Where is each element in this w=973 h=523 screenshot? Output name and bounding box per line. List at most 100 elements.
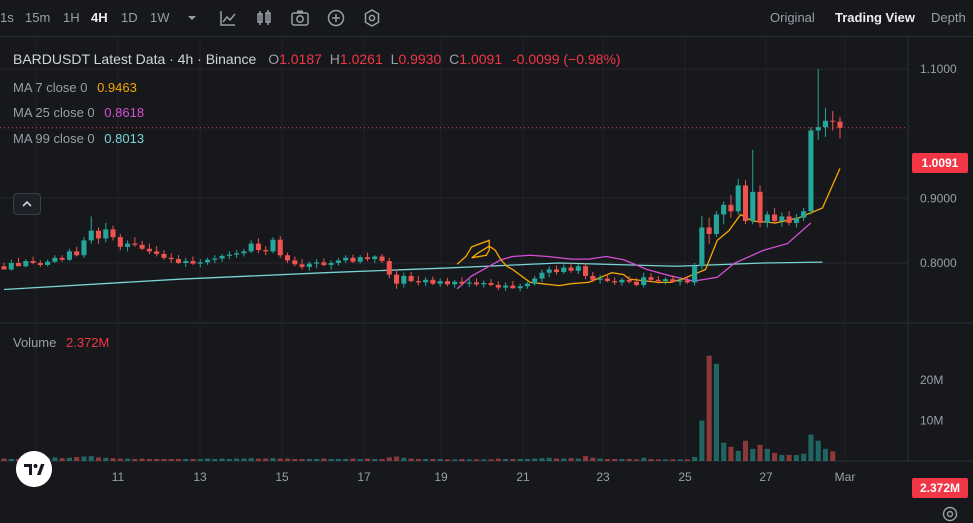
view-original[interactable]: Original (770, 10, 815, 25)
candle-body (139, 244, 145, 249)
candle-type-icon[interactable] (254, 8, 274, 28)
volume-bar (721, 442, 727, 461)
candle-body (648, 277, 654, 280)
chevron-down-icon[interactable] (182, 8, 202, 28)
candle-body (197, 262, 203, 264)
tradingview-logo (16, 451, 52, 487)
volume-value: 2.372M (66, 335, 110, 350)
low-value: 0.9930 (398, 51, 442, 67)
volume-bar (314, 458, 320, 461)
candle-body (619, 279, 625, 283)
candle-body (757, 191, 763, 223)
candle-body (510, 285, 516, 289)
settings-icon[interactable] (362, 8, 382, 28)
volume-bar (270, 458, 276, 461)
volume-bar (139, 458, 145, 461)
candle-body (8, 263, 14, 270)
candle-body (263, 250, 269, 252)
volume-bar (662, 459, 669, 461)
candle-body (66, 251, 72, 260)
volume-bar (459, 458, 465, 461)
volume-bar (568, 458, 574, 461)
volume-bar (699, 420, 705, 461)
x-tick-label: 11 (112, 470, 125, 484)
ma7-legend: MA 7 close 0 0.9463 (13, 80, 137, 95)
candle-body (234, 253, 240, 255)
volume-bar (713, 363, 719, 461)
candle-body (590, 275, 596, 280)
y-tick-label: 0.9000 (920, 191, 957, 205)
chart-settings-icon[interactable] (941, 505, 959, 523)
candle-body (597, 278, 603, 280)
candle-body (299, 264, 305, 267)
candle-body (473, 282, 480, 285)
candle-body (95, 230, 102, 239)
candle-body (88, 230, 94, 241)
timeframe-15m[interactable]: 15m (25, 10, 51, 25)
candle-body (255, 243, 261, 251)
view-depth[interactable]: Depth (931, 10, 966, 25)
timeframe-1s[interactable]: 1s (0, 10, 14, 25)
price-chart-svg[interactable]: 9111315171921232527Mar1.10000.90000.8000… (0, 37, 973, 492)
candle-body (168, 257, 174, 260)
candle-body (815, 127, 821, 131)
volume-bar (379, 458, 385, 461)
view-trading-view[interactable]: Trading View (835, 10, 915, 25)
volume-legend: Volume 2.372M (13, 335, 109, 350)
candle-body (575, 266, 581, 271)
timeframe-1h[interactable]: 1H (63, 10, 80, 25)
ma7-line (456, 168, 841, 287)
volume-bar (110, 458, 116, 461)
volume-bar (539, 458, 545, 461)
candle-body (161, 253, 167, 258)
volume-bar (604, 458, 610, 461)
candle-body (437, 281, 443, 284)
volume-bar (735, 450, 741, 461)
camera-icon[interactable] (290, 8, 310, 28)
volume-bar (212, 458, 218, 461)
timeframe-4h[interactable]: 4H (91, 10, 108, 25)
volume-bar (786, 454, 792, 461)
volume-bar (415, 458, 421, 461)
volume-bar (161, 458, 167, 461)
chart-header: BARDUSDT Latest Data · 4h · Binance O1.0… (13, 51, 621, 67)
candle-body (328, 263, 334, 265)
candle-body (793, 217, 799, 223)
candle-body (713, 214, 719, 234)
volume-bar (590, 457, 596, 461)
candle-body (74, 251, 80, 256)
candle-body (721, 204, 727, 215)
candle-body (226, 254, 232, 256)
volume-bar (692, 456, 698, 461)
volume-bar (488, 459, 494, 461)
candle-body (692, 266, 698, 283)
timeframe-1d[interactable]: 1D (121, 10, 138, 25)
volume-bar (822, 448, 829, 461)
volume-bar (815, 440, 821, 461)
volume-bar (597, 458, 603, 461)
close-label: C (449, 51, 460, 67)
x-tick-label: 19 (434, 470, 448, 484)
candle-body (37, 263, 43, 265)
indicators-icon[interactable] (218, 8, 238, 28)
ma25-line (456, 222, 812, 290)
add-icon[interactable] (326, 8, 346, 28)
candle-body (626, 279, 632, 282)
volume-bar (1, 458, 7, 461)
ma25-legend: MA 25 close 0 0.8618 (13, 105, 144, 120)
x-tick-label: 17 (357, 470, 371, 484)
volume-bar (764, 448, 770, 461)
volume-bar (168, 458, 174, 461)
volume-bar (546, 457, 552, 461)
volume-bar (808, 434, 814, 461)
timeframe-1w[interactable]: 1W (150, 10, 170, 25)
volume-bar (284, 458, 291, 461)
volume-bar (117, 458, 123, 461)
candle-body (241, 251, 247, 254)
chart-area[interactable]: 9111315171921232527Mar1.10000.90000.8000… (0, 36, 973, 522)
candle-body (452, 281, 458, 285)
collapse-legend-button[interactable] (13, 193, 41, 215)
candle-body (604, 278, 610, 282)
volume-bar (364, 458, 371, 461)
candle-body (459, 281, 465, 284)
